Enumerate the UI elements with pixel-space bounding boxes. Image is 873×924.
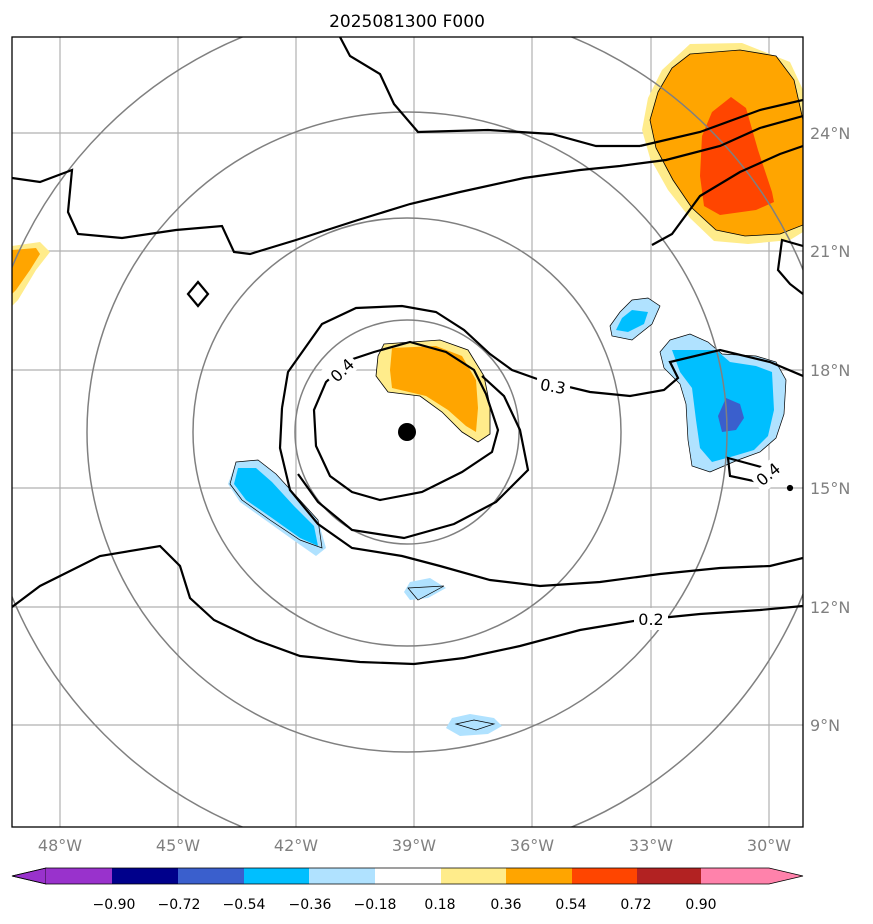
colorbar-tick-8: 0.54	[555, 897, 586, 913]
colorbar-seg-10	[637, 868, 701, 884]
lat-label-24n: 24°N	[810, 124, 850, 143]
contour-line-ne-upper	[639, 98, 803, 148]
range-rings	[12, 37, 803, 827]
map-title: 2025081300 F000	[329, 12, 485, 32]
colorbar-outline	[11, 867, 804, 885]
colorbar-tick-9: 0.72	[620, 897, 651, 913]
shade-sw-blue	[234, 468, 318, 546]
shade-east-darkblue	[718, 398, 744, 432]
contour-line-ne-lower	[651, 144, 803, 246]
contour-line-04	[312, 340, 500, 502]
colorbar-seg-7	[441, 868, 506, 884]
range-ring-2	[192, 217, 622, 647]
colorbar: −0.90 −0.72 −0.54 −0.36 −0.18 0.18 0.36 …	[11, 867, 804, 913]
contour-line-ne-top	[339, 37, 640, 148]
lat-label-21n: 21°N	[810, 242, 850, 261]
shade-center-orange	[390, 346, 478, 432]
contour-line-diamond	[186, 280, 210, 308]
shade-south-lightblue	[404, 578, 446, 600]
colorbar-extend-low	[11, 867, 47, 885]
contour-line-03-inner	[297, 375, 530, 540]
contour-line-east-edge	[776, 238, 803, 295]
lon-label-33w: 33°W	[629, 836, 673, 855]
colorbar-tick-7: 0.36	[490, 897, 521, 913]
colorbar-seg-3	[178, 868, 244, 884]
contour-label-0-3: 0.3	[539, 375, 567, 398]
colorbar-extend-high	[769, 868, 803, 884]
lon-label-39w: 39°W	[392, 836, 436, 855]
contour-dot-east	[786, 484, 794, 492]
colorbar-tick-1: −0.90	[93, 897, 136, 913]
colorbar-seg-1	[46, 868, 112, 884]
lon-label-48w: 48°W	[38, 836, 82, 855]
colorbar-seg-11	[701, 868, 769, 884]
colorbar-tick-3: −0.54	[223, 897, 266, 913]
map-frame	[11, 36, 804, 828]
colorbar-seg-6	[375, 868, 441, 884]
colorbar-seg-8	[506, 868, 572, 884]
lon-label-30w: 30°W	[747, 836, 791, 855]
colorbar-tick-2: −0.72	[158, 897, 201, 913]
colorbar-seg-4	[244, 868, 309, 884]
lat-label-9n: 9°N	[810, 716, 840, 735]
range-ring-3	[86, 111, 728, 753]
colorbar-tick-5: −0.18	[354, 897, 397, 913]
colorbar-seg-5	[309, 868, 375, 884]
colorbar-seg-9	[572, 868, 637, 884]
contour-line-top	[12, 114, 803, 256]
contour-label-0-2: 0.2	[638, 610, 663, 629]
shade-west-orange	[12, 248, 40, 294]
contour-lines	[12, 37, 803, 666]
lat-label-15n: 15°N	[810, 479, 850, 498]
colorbar-seg-2	[112, 868, 178, 884]
lat-label-18n: 18°N	[810, 361, 850, 380]
lon-label-45w: 45°W	[156, 836, 200, 855]
colorbar-tick-10: 0.90	[685, 897, 716, 913]
shade-ne-blue	[616, 310, 648, 332]
lat-label-12n: 12°N	[810, 598, 850, 617]
contour-line-03-lower	[278, 407, 803, 588]
range-ring-1	[294, 319, 520, 545]
contour-line-03	[280, 304, 803, 409]
colorbar-tick-6: 0.18	[424, 897, 455, 913]
map-area: 0.4 0.3 0.4 0.2	[12, 37, 803, 827]
lon-label-36w: 36°W	[510, 836, 554, 855]
storm-center-marker	[398, 423, 416, 441]
lon-label-42w: 42°W	[274, 836, 318, 855]
latitude-labels: 24°N 21°N 18°N 15°N 12°N 9°N	[810, 124, 850, 735]
colorbar-tick-4: −0.36	[289, 897, 332, 913]
shade-far-south-lightblue	[446, 714, 502, 736]
longitude-labels: 48°W 45°W 42°W 39°W 36°W 33°W 30°W	[38, 836, 791, 855]
